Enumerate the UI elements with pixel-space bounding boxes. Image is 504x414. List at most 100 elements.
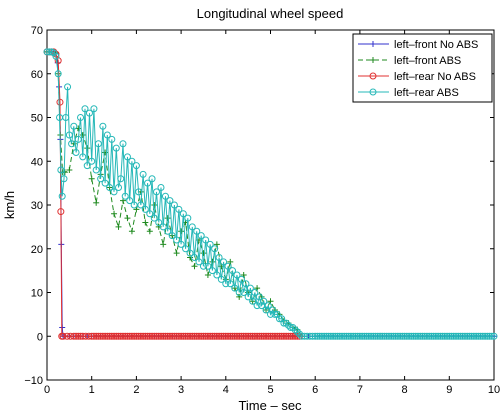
data-point (249, 297, 257, 305)
data-point (193, 227, 201, 235)
data-point (123, 332, 131, 340)
data-point (193, 332, 201, 340)
data-point (394, 332, 402, 340)
data-point (199, 332, 207, 340)
data-point (202, 236, 210, 244)
data-point (74, 135, 82, 143)
data-point (191, 332, 199, 340)
data-point (217, 275, 225, 283)
data-point (126, 332, 134, 340)
data-point (488, 332, 496, 340)
data-point (85, 332, 93, 340)
data-point (197, 232, 205, 240)
data-point (139, 332, 147, 340)
y-tick-label: 70 (31, 25, 43, 37)
data-point (77, 114, 85, 121)
x-tick-label: 2 (133, 384, 139, 396)
data-point (407, 332, 415, 340)
data-point (372, 332, 380, 340)
data-point (289, 332, 297, 340)
data-point (231, 284, 239, 292)
data-point (164, 215, 171, 222)
data-point (108, 332, 116, 340)
data-point (392, 332, 400, 340)
data-point (351, 332, 359, 340)
data-point (213, 332, 221, 340)
data-point (66, 167, 73, 173)
data-point (401, 332, 409, 340)
legend-label: left–front No ABS (394, 39, 478, 51)
data-point (418, 332, 426, 340)
data-point (90, 332, 98, 340)
data-point (477, 332, 485, 340)
data-point (88, 332, 96, 340)
data-point (389, 332, 397, 340)
data-point (130, 332, 138, 340)
x-tick-label: 5 (267, 384, 273, 396)
data-point (322, 332, 330, 340)
data-point (327, 332, 335, 340)
data-point (275, 315, 283, 323)
data-point (209, 258, 216, 265)
data-point (468, 332, 476, 340)
data-point (170, 332, 178, 340)
data-point (155, 219, 163, 226)
data-point (226, 332, 234, 340)
data-point (206, 240, 214, 248)
x-tick-label: 9 (446, 384, 452, 396)
data-point (128, 157, 136, 165)
data-point (367, 332, 375, 340)
data-point (92, 166, 100, 174)
data-point (112, 332, 120, 340)
data-point (320, 332, 328, 340)
data-point (282, 332, 290, 340)
data-point (164, 332, 172, 340)
data-point (168, 232, 176, 240)
data-point (157, 184, 165, 191)
data-point (144, 179, 152, 187)
data-point (166, 197, 174, 205)
data-point (58, 192, 66, 200)
data-point (57, 166, 65, 174)
x-tick-label: 0 (44, 384, 50, 396)
data-point (135, 188, 143, 196)
data-point (182, 332, 190, 340)
data-point (347, 332, 355, 340)
data-point (226, 280, 234, 288)
data-point (199, 262, 207, 270)
data-point (374, 332, 382, 340)
data-point (242, 280, 250, 288)
data-point (135, 332, 143, 340)
data-point (242, 332, 250, 340)
data-point (117, 332, 125, 340)
data-point (102, 149, 109, 156)
data-point (191, 263, 198, 270)
data-point (222, 332, 230, 340)
data-point (99, 122, 107, 130)
data-point (269, 332, 277, 340)
data-point (236, 293, 243, 300)
data-point (340, 332, 348, 340)
data-point (139, 170, 147, 178)
data-point (403, 332, 411, 340)
data-point (229, 267, 237, 275)
data-point (204, 262, 212, 270)
data-point (121, 332, 129, 340)
data-point (260, 297, 268, 305)
data-point (159, 332, 167, 340)
data-point (303, 332, 311, 340)
data-point (244, 293, 252, 301)
x-tick-label: 3 (178, 384, 184, 396)
data-point (206, 332, 214, 340)
data-point (385, 332, 393, 340)
data-point (264, 302, 272, 310)
data-point (141, 332, 149, 340)
data-point (220, 332, 228, 340)
data-point (179, 332, 187, 340)
data-point (175, 332, 183, 340)
data-point (173, 332, 181, 340)
legend-swatch-marker (369, 72, 377, 80)
data-point (416, 332, 424, 340)
data-point (197, 332, 205, 340)
data-point (168, 332, 176, 340)
